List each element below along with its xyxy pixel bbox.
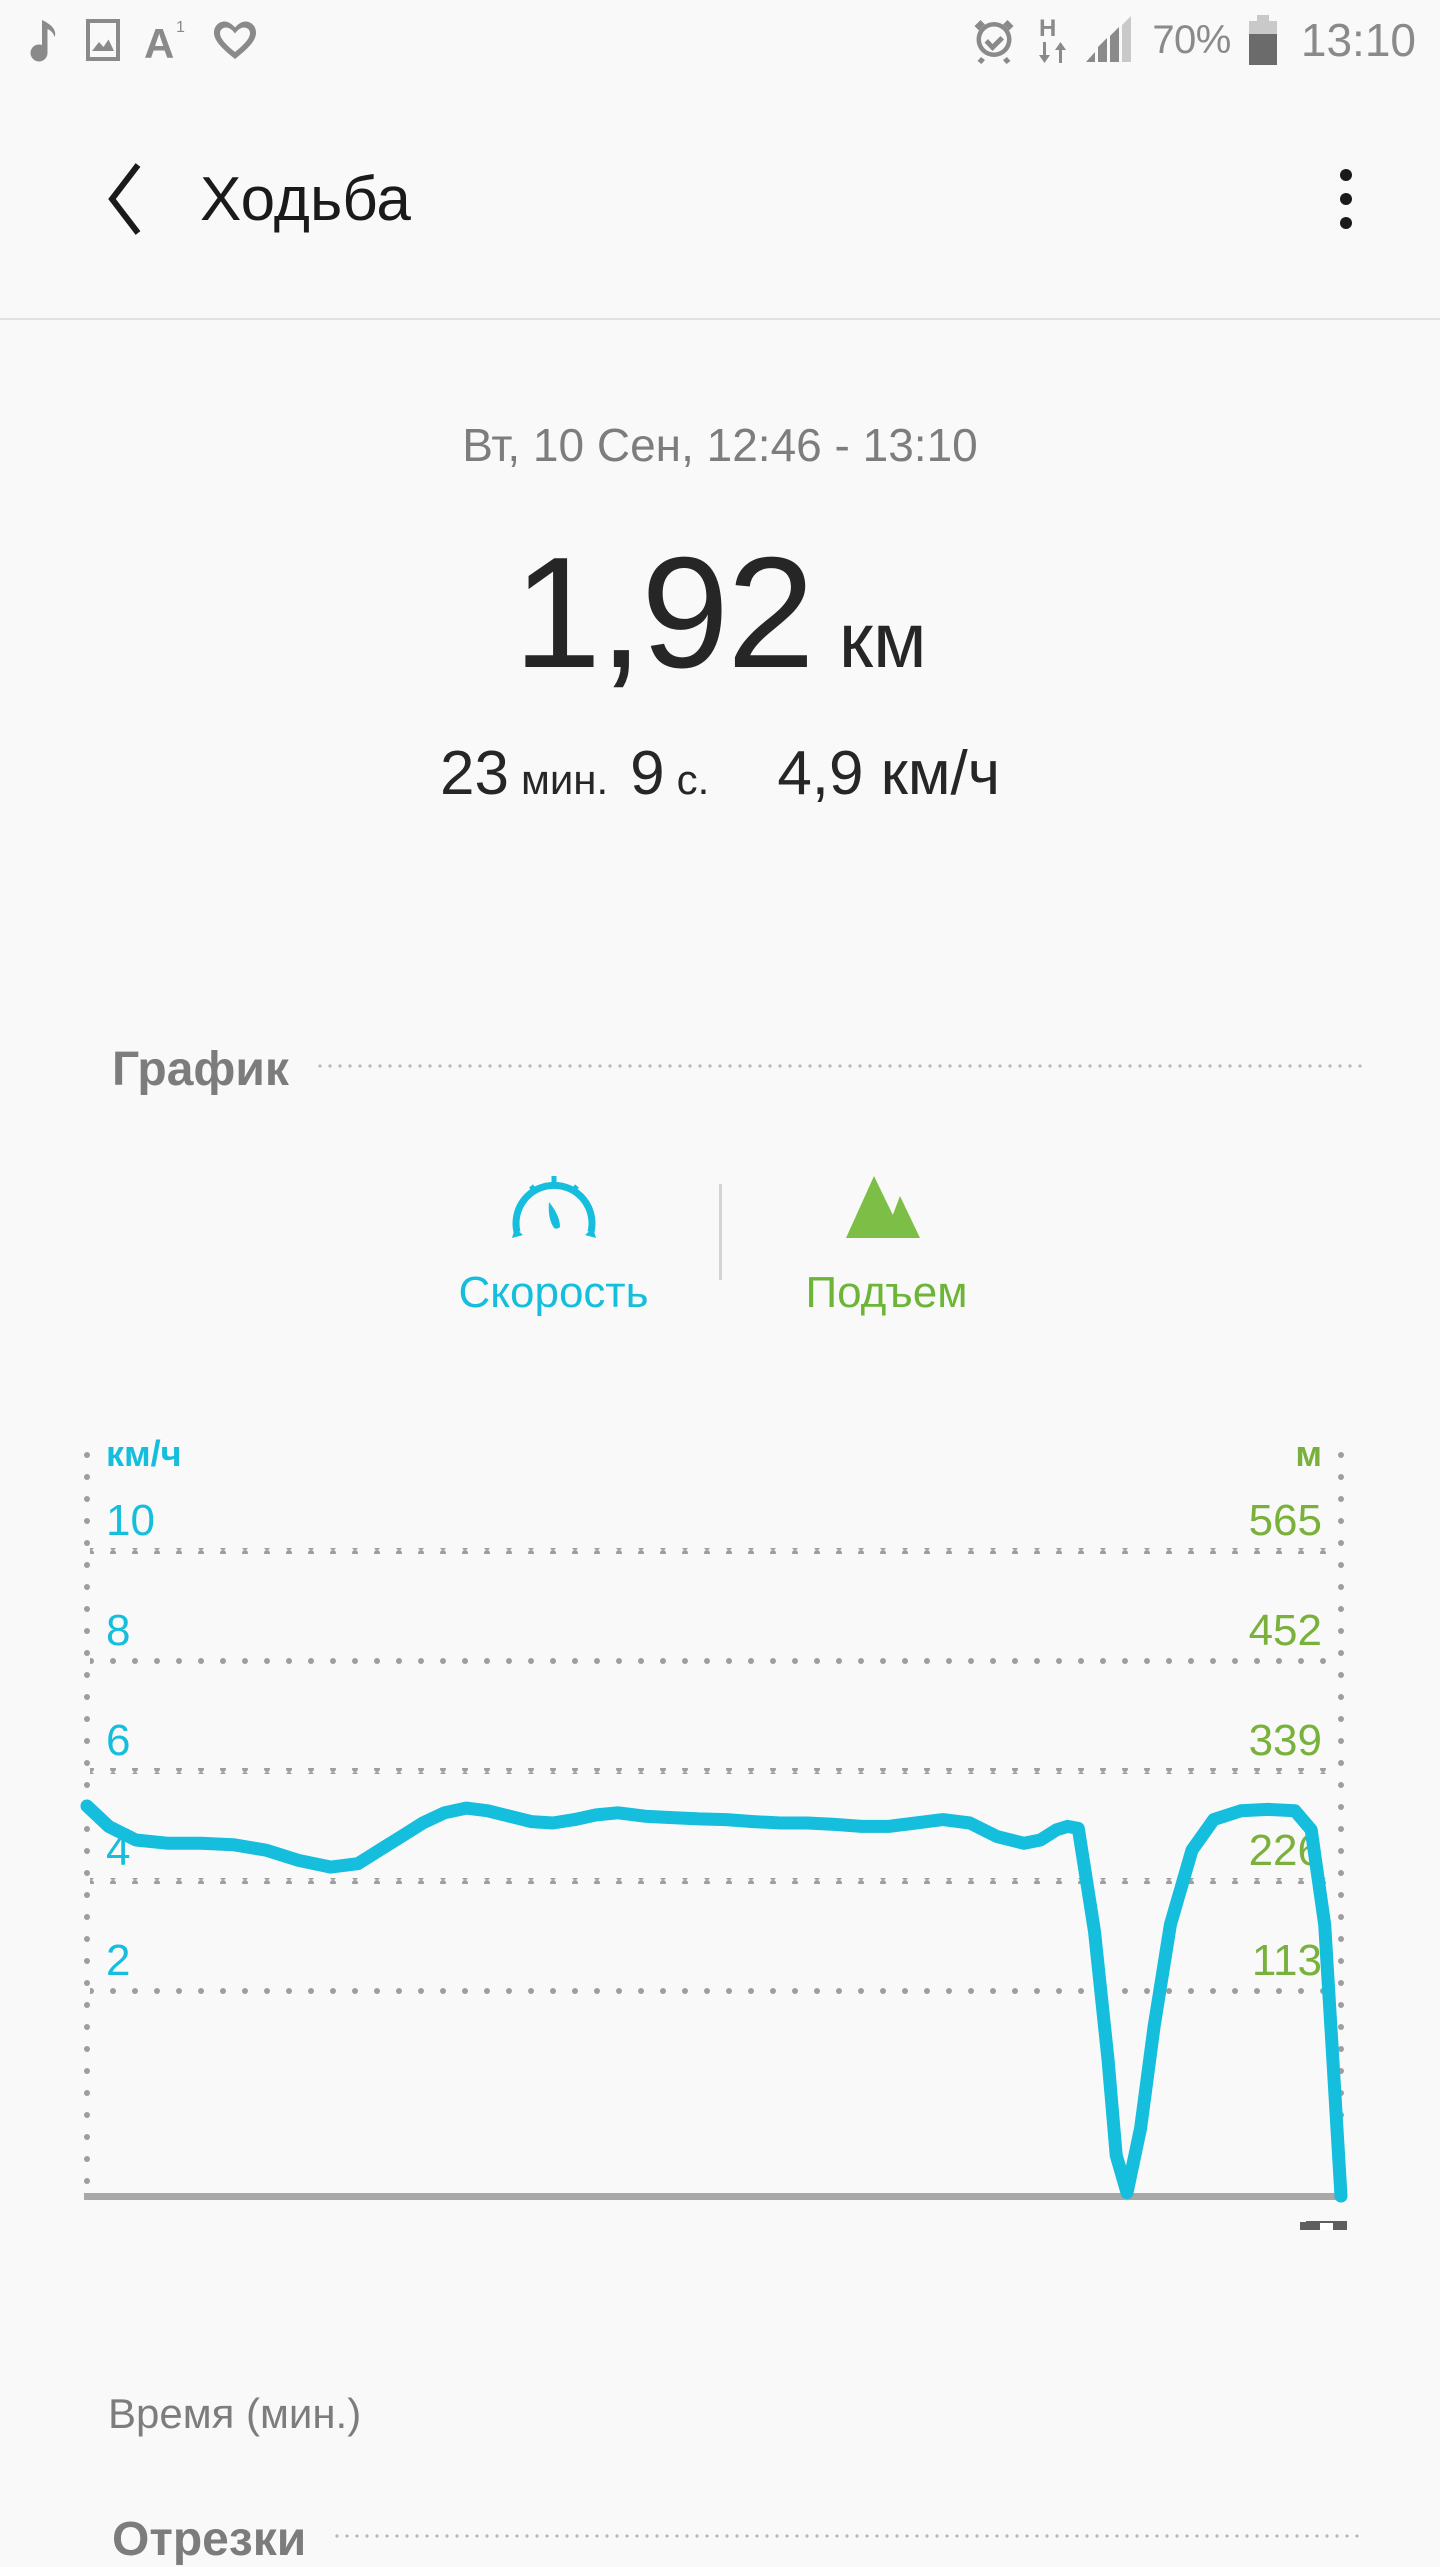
- speed-series-line: [80, 1799, 1348, 2203]
- mountain-icon: [842, 1170, 932, 1246]
- segments-section-header: Отрезки: [112, 2512, 1364, 2567]
- graph-section-title: График: [112, 1043, 289, 1096]
- chart-baseline-axis: [84, 2193, 1344, 2200]
- segments-section-title: Отрезки: [112, 2513, 307, 2566]
- duration-and-speed-block: 23 мин. 9 с. 4,9 км/ч: [0, 738, 1440, 809]
- chart-legend: Скорость Подъем: [0, 1170, 1440, 1380]
- status-bar: A 1 H: [0, 0, 1440, 80]
- right-axis-tick: 565: [1249, 1496, 1322, 1545]
- chart-right-border: [1338, 1450, 1344, 2196]
- duration-seconds-unit: с.: [676, 756, 710, 803]
- chevron-left-icon: [108, 163, 141, 235]
- chart-canvas: км/ч 10 8 6 4 2 м 565 452 339 226 113 0 …: [75, 1433, 1348, 2230]
- right-axis-tick: 339: [1249, 1716, 1322, 1765]
- legend-item-elevation[interactable]: Подъем: [722, 1170, 1052, 1318]
- font-badge-icon: A 1: [144, 16, 190, 64]
- overflow-menu-button[interactable]: [1296, 144, 1396, 254]
- distance-block: 1,92 км: [0, 534, 1440, 692]
- workout-date-range: Вт, 10 Сен, 12:46 - 13:10: [462, 419, 978, 471]
- battery-icon: [1247, 14, 1279, 66]
- svg-text:A: A: [144, 20, 174, 64]
- left-axis-tick: 10: [106, 1496, 155, 1545]
- duration-minutes-unit: мин.: [520, 756, 609, 803]
- svg-text:1: 1: [176, 19, 185, 36]
- more-vertical-icon-dot: [1340, 169, 1352, 181]
- right-axis-tick: 113: [1252, 1936, 1322, 1985]
- legend-label-elevation: Подъем: [805, 1268, 968, 1317]
- hspa-data-icon: H: [1034, 14, 1068, 66]
- legend-label-speed: Скорость: [458, 1268, 649, 1317]
- x-axis-tick: 10: [605, 2229, 654, 2230]
- workout-summary: Вт, 10 Сен, 12:46 - 13:10 1,92 км 23 мин…: [0, 330, 1440, 809]
- gridline: [90, 1768, 1338, 1774]
- chart-left-border: [84, 1450, 90, 2196]
- battery-percent-label: 70%: [1152, 17, 1231, 62]
- distance-unit: км: [838, 596, 927, 684]
- back-button[interactable]: [72, 144, 182, 254]
- right-axis-unit-label: м: [1295, 1433, 1322, 1474]
- left-axis-tick: 2: [106, 1936, 130, 1985]
- x-axis-label: Время (мин.): [108, 2390, 362, 2437]
- signal-bars-icon: [1084, 16, 1136, 64]
- checkered-flag-icon: [1300, 2221, 1347, 2230]
- gridline: [90, 1658, 1338, 1664]
- image-icon: [84, 17, 122, 63]
- gridline: [90, 1878, 1338, 1884]
- x-axis-tick: 20: [1146, 2229, 1195, 2230]
- gridline: [90, 1548, 1338, 1554]
- alarm-clock-icon: [970, 15, 1018, 65]
- graph-section-header: График: [112, 1042, 1364, 1097]
- duration-seconds-value: 9: [630, 739, 665, 808]
- more-vertical-icon-dot: [1340, 193, 1352, 205]
- duration-minutes-value: 23: [439, 739, 509, 808]
- section-divider-dotted: [314, 1063, 1364, 1068]
- left-axis-tick: 6: [106, 1716, 130, 1765]
- right-axis-tick: 452: [1249, 1606, 1322, 1655]
- distance-value: 1,92: [513, 525, 815, 701]
- left-axis-unit-label: км/ч: [106, 1433, 182, 1474]
- status-bar-clock: 13:10: [1300, 14, 1416, 66]
- legend-separator: [718, 1184, 722, 1280]
- music-note-icon: [22, 18, 62, 62]
- more-vertical-icon-dot: [1340, 217, 1352, 229]
- svg-text:H: H: [1039, 15, 1056, 42]
- activity-chart[interactable]: км/ч 10 8 6 4 2 м 565 452 339 226 113 0 …: [0, 1430, 1440, 2230]
- speedometer-icon: [509, 1170, 599, 1246]
- gridline: [90, 1988, 1338, 1994]
- status-bar-right-icons: H 70% 13:10: [970, 13, 1440, 67]
- page-title: Ходьба: [200, 164, 411, 234]
- status-bar-left-icons: A 1: [0, 16, 258, 64]
- average-speed-value: 4,9 км/ч: [777, 739, 1001, 808]
- x-axis-tick: 0: [75, 2229, 99, 2230]
- app-bar: Ходьба: [0, 80, 1440, 320]
- section-divider-dotted: [332, 2533, 1364, 2538]
- legend-item-speed[interactable]: Скорость: [389, 1170, 719, 1318]
- heart-icon: [212, 19, 258, 61]
- left-axis-tick: 8: [106, 1606, 130, 1655]
